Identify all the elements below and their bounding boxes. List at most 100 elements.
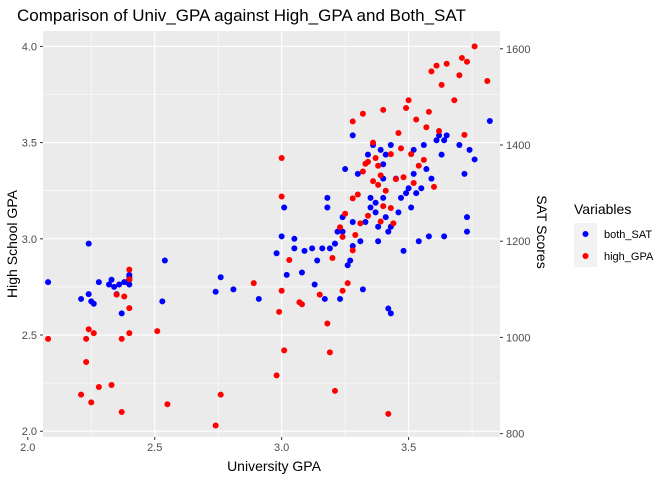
legend-key-high-gpa (582, 253, 589, 259)
x-tick-label: 3.5 (401, 442, 416, 454)
point-both-sat (382, 151, 389, 158)
legend-label-both-sat: both_SAT (604, 229, 652, 241)
point-both-sat (385, 305, 392, 312)
y-tick-label: 2.5 (22, 330, 37, 342)
point-high-gpa (273, 372, 280, 379)
point-high-gpa (118, 335, 125, 342)
point-both-sat (354, 170, 361, 177)
point-both-sat (298, 269, 305, 276)
point-both-sat (372, 209, 379, 216)
point-high-gpa (349, 247, 356, 254)
point-high-gpa (286, 256, 293, 263)
point-high-gpa (443, 60, 450, 67)
point-both-sat (108, 276, 115, 283)
point-both-sat (415, 238, 422, 245)
point-both-sat (461, 170, 468, 177)
point-both-sat (212, 288, 219, 295)
point-both-sat (95, 279, 102, 286)
point-both-sat (281, 204, 288, 211)
point-high-gpa (164, 401, 171, 408)
x-tick-label: 3.0 (274, 442, 289, 454)
point-both-sat (456, 142, 463, 149)
point-high-gpa (339, 287, 346, 294)
point-both-sat (486, 117, 493, 124)
point-high-gpa (410, 180, 417, 187)
point-high-gpa (95, 383, 102, 390)
point-both-sat (331, 240, 338, 247)
point-high-gpa (395, 129, 402, 136)
point-high-gpa (359, 110, 366, 117)
point-high-gpa (461, 131, 468, 138)
point-both-sat (408, 204, 415, 211)
point-both-sat (301, 247, 308, 254)
point-both-sat (159, 298, 166, 305)
point-high-gpa (354, 191, 361, 198)
point-both-sat (385, 228, 392, 235)
point-both-sat (359, 286, 366, 293)
point-both-sat (344, 262, 351, 269)
x-tick-label: 2.5 (147, 442, 162, 454)
point-both-sat (438, 151, 445, 158)
point-both-sat (291, 235, 298, 242)
point-high-gpa (425, 108, 432, 115)
point-both-sat (347, 257, 354, 264)
point-both-sat (111, 283, 118, 290)
point-both-sat (342, 166, 349, 173)
point-both-sat (380, 161, 387, 168)
point-high-gpa (126, 266, 133, 273)
y2-axis-title: SAT Scores (534, 195, 550, 268)
x-tick-label: 2.0 (20, 442, 35, 454)
point-high-gpa (85, 326, 92, 333)
point-high-gpa (278, 287, 285, 294)
point-both-sat (217, 274, 224, 281)
point-high-gpa (430, 183, 437, 190)
point-high-gpa (337, 224, 344, 231)
point-high-gpa (250, 280, 257, 287)
point-high-gpa (212, 422, 219, 429)
point-high-gpa (359, 168, 366, 175)
point-high-gpa (108, 382, 115, 389)
point-both-sat (375, 238, 382, 245)
point-high-gpa (375, 181, 382, 188)
point-both-sat (367, 204, 374, 211)
point-high-gpa (339, 233, 346, 240)
point-both-sat (85, 291, 92, 298)
point-both-sat (278, 233, 285, 240)
point-high-gpa (352, 231, 359, 238)
point-high-gpa (126, 276, 133, 283)
legend-label-high-gpa: high_GPA (604, 251, 654, 263)
y2-tick-label: 800 (506, 429, 524, 441)
point-both-sat (45, 279, 52, 286)
point-high-gpa (126, 305, 133, 312)
y2-tick-label: 1600 (506, 44, 530, 56)
point-high-gpa (484, 78, 491, 85)
point-both-sat (291, 245, 298, 252)
point-high-gpa (344, 280, 351, 287)
point-both-sat (418, 185, 425, 192)
point-high-gpa (372, 154, 379, 161)
point-high-gpa (463, 58, 470, 65)
point-both-sat (382, 214, 389, 221)
point-both-sat (413, 190, 420, 197)
point-both-sat (349, 132, 356, 139)
point-high-gpa (342, 210, 349, 217)
y-tick-label: 3.0 (22, 234, 37, 246)
point-high-gpa (324, 320, 331, 327)
point-both-sat (420, 142, 427, 149)
point-both-sat (400, 247, 407, 254)
point-high-gpa (316, 291, 323, 298)
point-both-sat (126, 281, 133, 288)
point-both-sat (410, 146, 417, 153)
point-both-sat (357, 238, 364, 245)
point-high-gpa (329, 255, 336, 262)
point-high-gpa (436, 128, 443, 135)
point-high-gpa (428, 68, 435, 75)
point-high-gpa (370, 139, 377, 146)
point-both-sat (471, 156, 478, 163)
point-both-sat (380, 194, 387, 201)
point-both-sat (466, 146, 473, 153)
legend: Variables both_SAT high_GPA (574, 201, 654, 267)
point-high-gpa (121, 293, 128, 300)
point-high-gpa (385, 410, 392, 417)
